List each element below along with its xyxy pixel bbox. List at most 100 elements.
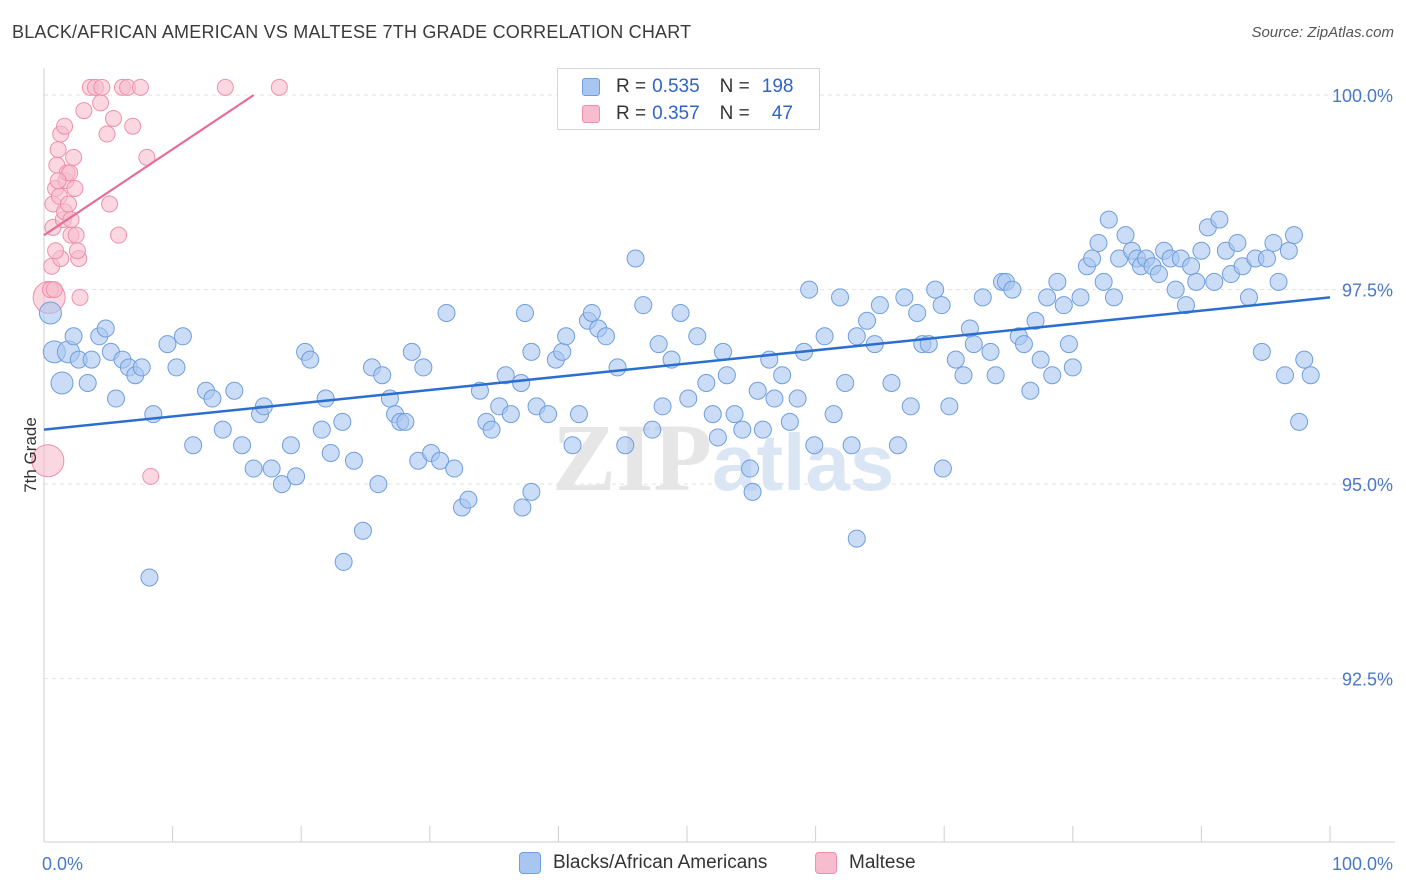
data-point-blacks [64, 327, 83, 346]
data-point-blacks [1038, 288, 1057, 307]
y-tick-label: 95.0% [1342, 475, 1393, 495]
data-point-maltese [49, 172, 67, 190]
data-point-blacks [1063, 358, 1082, 377]
data-point-blacks [973, 288, 992, 307]
data-point-blacks [262, 459, 281, 478]
data-point-blacks [1176, 296, 1195, 315]
data-point-blacks [703, 405, 722, 424]
data-point-blacks [569, 405, 588, 424]
data-point-blacks [1089, 233, 1108, 252]
bottom-legend: Blacks/African Americans Maltese [0, 852, 1406, 878]
data-point-blacks [933, 459, 952, 478]
data-point-blacks [773, 366, 792, 385]
data-point-blacks [1099, 210, 1118, 229]
data-point-maltese [110, 226, 128, 244]
data-point-maltese [59, 195, 77, 213]
data-point-blacks [831, 288, 850, 307]
data-point-blacks [653, 397, 672, 416]
data-point-blacks [1264, 233, 1283, 252]
legend-label-blacks: Blacks/African Americans [553, 852, 768, 873]
y-tick-label: 100.0% [1332, 86, 1393, 106]
data-point-blacks [132, 358, 151, 377]
data-point-maltese [104, 109, 122, 127]
data-point-blacks [437, 303, 456, 322]
data-point-blacks [96, 319, 115, 338]
data-point-blacks [553, 342, 572, 361]
data-point-blacks [1149, 265, 1168, 284]
data-point-blacks [608, 358, 627, 377]
data-point-blacks [815, 327, 834, 346]
trend-lines [43, 94, 1331, 431]
data-point-blacks [396, 412, 415, 431]
data-point-blacks [225, 381, 244, 400]
data-point-maltese [66, 179, 84, 197]
data-point-blacks [842, 436, 861, 455]
x-tick-label: 100.0% [1332, 854, 1393, 874]
data-point-blacks [1210, 210, 1229, 229]
data-point-blacks [788, 389, 807, 408]
data-point-blacks [741, 459, 760, 478]
data-point-blacks [1014, 335, 1033, 354]
data-point-blacks [1239, 288, 1258, 307]
data-point-blacks [1054, 296, 1073, 315]
data-point-blacks [847, 529, 866, 548]
legend-item-maltese: Maltese [815, 852, 916, 874]
data-point-blacks [312, 420, 331, 439]
data-point-blacks [800, 280, 819, 299]
data-point-blacks [649, 335, 668, 354]
data-point-blacks [272, 475, 291, 494]
legend-r-label: R = [616, 76, 647, 97]
data-point-blacks [1187, 272, 1206, 291]
data-point-blacks [753, 420, 772, 439]
data-point-blacks [369, 475, 388, 494]
data-point-blacks [402, 342, 421, 361]
data-point-blacks [717, 366, 736, 385]
data-point-maltese [101, 195, 119, 213]
data-point-maltese [56, 117, 74, 135]
data-point-blacks [888, 436, 907, 455]
data-point-blacks [1071, 288, 1090, 307]
data-point-maltese [68, 242, 86, 260]
series-blacks-points [38, 210, 1320, 587]
data-point-blacks [882, 373, 901, 392]
data-point-blacks [373, 366, 392, 385]
data-point-blacks [140, 568, 159, 587]
data-point-blacks [1290, 412, 1309, 431]
data-point-blacks [1116, 226, 1135, 245]
data-point-blacks [203, 389, 222, 408]
data-point-blacks [515, 303, 534, 322]
data-point-blacks [501, 405, 520, 424]
data-point-blacks [1026, 311, 1045, 330]
data-point-blacks [512, 373, 531, 392]
data-point-blacks [1295, 350, 1314, 369]
data-point-blacks [1205, 272, 1224, 291]
data-point-blacks [582, 303, 601, 322]
data-point-blacks [908, 303, 927, 322]
data-point-blacks [557, 327, 576, 346]
data-point-blacks [946, 350, 965, 369]
data-point-blacks [1269, 272, 1288, 291]
data-point-blacks [1043, 366, 1062, 385]
legend-n-label: N = [719, 76, 750, 97]
data-point-blacks [1301, 366, 1320, 385]
data-point-blacks [679, 389, 698, 408]
source-label: Source: ZipAtlas.com [1251, 24, 1394, 41]
data-point-blacks [431, 451, 450, 470]
data-point-blacks [748, 381, 767, 400]
data-point-blacks [1275, 366, 1294, 385]
data-point-maltese [93, 78, 111, 96]
data-point-blacks [522, 482, 541, 501]
legend-n-value: 198 [761, 76, 794, 97]
data-point-blacks [1059, 335, 1078, 354]
data-point-blacks [1104, 288, 1123, 307]
legend-r-value: 0.535 [652, 76, 700, 97]
legend-row-blacks: R = 0.535 N = 198 [582, 74, 793, 100]
data-point-blacks [932, 296, 951, 315]
data-point-blacks [964, 335, 983, 354]
data-point-blacks [870, 296, 889, 315]
data-point-blacks [333, 412, 352, 431]
data-point-blacks [725, 405, 744, 424]
data-point-maltese [65, 148, 83, 166]
data-point-blacks [1083, 249, 1102, 268]
